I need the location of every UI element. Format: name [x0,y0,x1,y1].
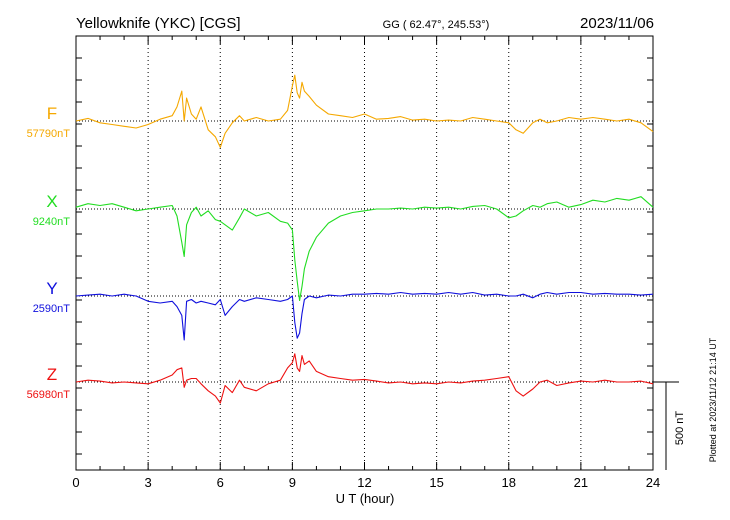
x-tick-label-18: 18 [502,475,516,490]
series-baseline-X: 9240nT [33,216,71,228]
series-labels: F 57790nT X 9240nT Y 2590nT Z 56980nT [27,104,71,401]
series-name-X: X [46,192,57,211]
series-name-Z: Z [47,365,57,384]
series-line-Z [75,353,654,404]
x-axis-label: U T (hour) [336,491,395,506]
series-line-F [75,74,654,148]
series-line-Y [75,291,654,341]
series-baseline-Z: 56980nT [27,389,71,401]
x-tick-label-9: 9 [289,475,296,490]
station-coordinates: GG ( 62.47°, 245.53°) [383,19,490,31]
scale-bar: 500 nT [653,381,686,470]
x-tick-label-24: 24 [646,475,660,490]
series-name-Y: Y [46,279,57,298]
data-series [75,74,654,404]
grid-lines [147,36,582,470]
x-tick-label-6: 6 [217,475,224,490]
series-name-F: F [47,104,57,123]
station-title: Yellowknife (YKC) [CGS] [76,15,241,32]
x-tick-label-0: 0 [72,475,79,490]
series-line-X [75,196,654,302]
series-baseline-Y: 2590nT [33,303,71,315]
x-tick-label-12: 12 [357,475,371,490]
x-tick-label-3: 3 [145,475,152,490]
tick-marks [75,36,654,470]
plot-date: 2023/11/06 [580,15,654,32]
scale-bar-label: 500 nT [674,411,686,446]
x-tick-labels: 0 3 6 9 12 15 18 21 24 [72,475,660,490]
plotted-timestamp: Plotted at 2023/11/12 21:14 UT [708,337,718,462]
x-tick-label-15: 15 [429,475,443,490]
x-tick-label-21: 21 [574,475,588,490]
series-baseline-F: 57790nT [27,128,71,140]
